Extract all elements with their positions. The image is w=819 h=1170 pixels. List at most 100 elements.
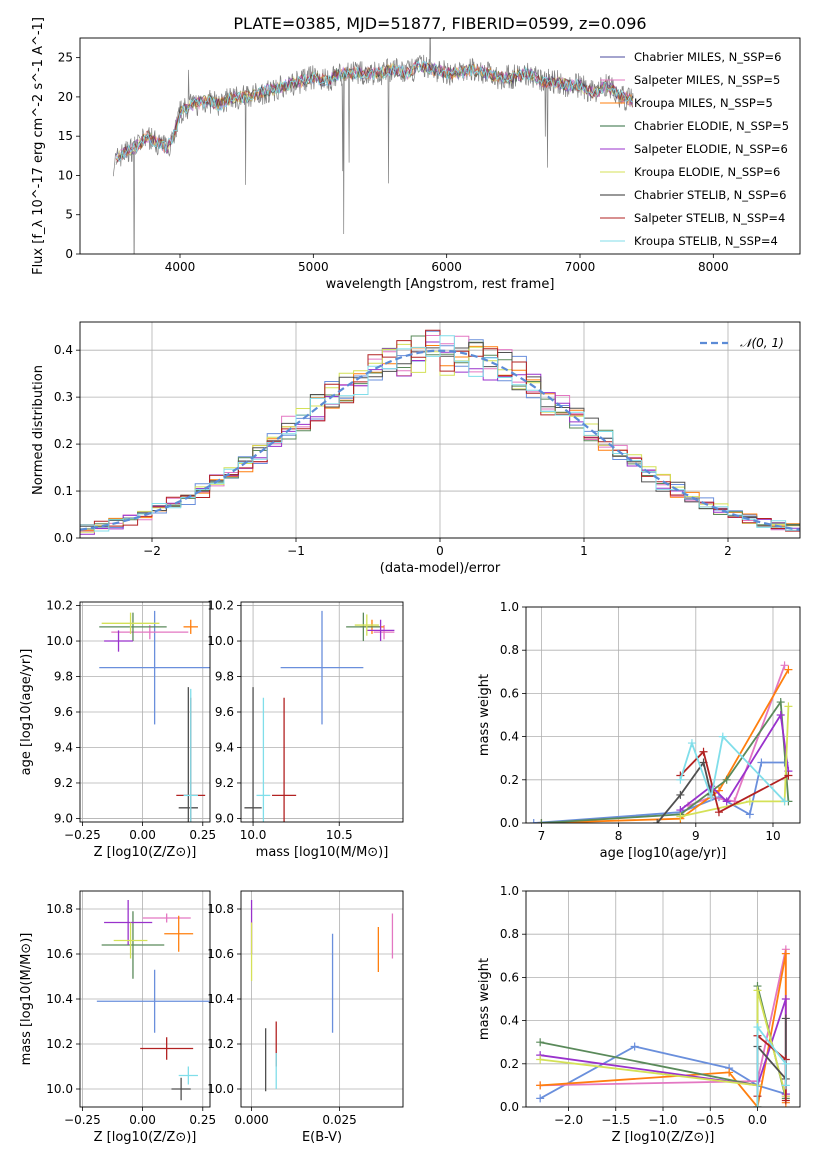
weight-marker (536, 1081, 545, 1090)
weight-marker (753, 986, 762, 995)
panel-residuals: −2 −1 0 1 2 0.0 0.1 0.2 0.3 0.4 (data-model)/error… (31, 321, 801, 576)
x-tick-label: −0.25 (64, 828, 101, 842)
y-axis-label: age [log10(age/yr)] (19, 649, 34, 776)
x-axis-label: (data-model)/error (380, 561, 501, 576)
y-tick-label: 10 (58, 168, 73, 182)
x-tick-label: 8 (615, 829, 623, 843)
x-tick-label: 7 (538, 829, 546, 843)
weight-marker (780, 661, 789, 670)
legend-label: Kroupa MILES, N_SSP=5 (634, 96, 773, 110)
weight-marker (745, 797, 754, 806)
legend-label: Chabrier MILES, N_SSP=6 (634, 50, 781, 64)
x-tick-label: −0.25 (64, 1113, 101, 1127)
y-axis-label: mass weight (477, 674, 492, 756)
axes-frame (79, 321, 801, 539)
weight-marker (781, 1081, 790, 1090)
panel-mass_vs_Z: −0.25 0.00 0.25 10.0 10.2 10.4 10.6 10.8 Z [log1… (19, 890, 216, 1145)
y-tick-label: 0.4 (500, 730, 519, 744)
weight-marker (781, 1059, 790, 1068)
axes-frame (79, 890, 211, 1108)
plot-area (96, 900, 210, 1101)
weight-marker (781, 1014, 790, 1023)
axes-frame (525, 606, 801, 824)
y-tick-label: 10.8 (46, 902, 73, 916)
x-tick-label: 5000 (298, 260, 329, 274)
y-tick-label: 5 (65, 208, 73, 222)
y-tick-label: 10.0 (207, 1082, 234, 1096)
weight-marker (722, 775, 731, 784)
y-tick-label: 0.6 (500, 686, 519, 700)
y-tick-label: 1.0 (500, 884, 519, 898)
plot-area (250, 900, 394, 1092)
y-tick-label: 9.0 (54, 811, 73, 825)
figure-title: PLATE=0385, MJD=51877, FIBERID=0599, z=0… (233, 14, 646, 33)
x-tick-label: 0.0 (748, 1113, 767, 1127)
y-tick-label: 0.8 (500, 643, 519, 657)
y-tick-label: 9.6 (54, 705, 73, 719)
y-tick-label: 10.4 (46, 992, 73, 1006)
weight-line (541, 669, 790, 823)
x-axis-label: Z [log10(Z/Z⊙)] (94, 1130, 197, 1145)
gaussian-curve (80, 349, 800, 531)
x-tick-label: 2 (724, 544, 732, 558)
weight-line (756, 1024, 787, 1107)
weight-marker (757, 758, 766, 767)
y-axis-label: mass [log10(M/M⊙)] (19, 933, 34, 1066)
y-tick-label: 0.8 (500, 927, 519, 941)
plot-layer: 4000 5000 6000 7000 80000510152025wavelength… (19, 17, 801, 1145)
weight-marker (781, 1096, 790, 1105)
panel-weight_vs_Z: −2.0 −1.5 −1.0 −0.5 0.0 0.0 0.2 0.4 0.6 0.8 1.0 Z [… (477, 884, 801, 1145)
y-tick-label: 0.2 (500, 773, 519, 787)
plot-area (244, 610, 395, 822)
x-tick-label: −1.0 (648, 1113, 677, 1127)
y-tick-label: 0 (65, 247, 73, 261)
weight-marker (781, 949, 790, 958)
panel-weight_vs_age: 7 8 9 10 0.0 0.2 0.4 0.6 0.8 1.0 age [log10(age/yr… (477, 600, 801, 861)
x-tick-label: −1 (287, 544, 305, 558)
weight-marker (676, 775, 685, 784)
y-axis-label: Flux [f_λ 10^-17 erg cm^-2 s^-1 A^-1] (31, 17, 46, 275)
x-axis-label: Z [log10(Z/Z⊙)] (94, 845, 197, 860)
weight-marker (776, 711, 785, 719)
weight-marker (784, 665, 793, 674)
weight-marker (718, 732, 727, 741)
y-tick-label: 0.4 (54, 343, 73, 357)
y-tick-label: 9.8 (215, 670, 234, 684)
x-axis-label: mass [log10(M/M⊙)] (256, 845, 389, 860)
axes-frame (240, 601, 404, 823)
x-tick-label: 0.000 (234, 1113, 268, 1127)
plot-area (99, 610, 210, 822)
y-tick-label: 1.0 (500, 600, 519, 614)
x-tick-label: 4000 (165, 260, 196, 274)
y-axis-label: Normed distribution (31, 365, 46, 495)
weight-marker (687, 739, 696, 748)
x-tick-label: 0.025 (322, 1113, 356, 1127)
weight-marker (776, 698, 785, 707)
x-axis-label: Z [log10(Z/Z⊙)] (612, 1130, 715, 1145)
weight-line (680, 706, 790, 818)
weight-line (656, 760, 713, 823)
panel-age_vs_Z: −0.25 0.00 0.25 9.0 9.2 9.4 9.6 9.8 10.0 10.2 Z [l… (19, 599, 216, 860)
y-tick-label: 0.0 (500, 1100, 519, 1114)
y-tick-label: 9.2 (215, 776, 234, 790)
y-tick-label: 0.3 (54, 390, 73, 404)
plot-area (536, 945, 790, 1107)
y-tick-label: 9.4 (215, 740, 234, 754)
y-tick-label: 10.4 (207, 992, 234, 1006)
x-tick-label: 8000 (698, 260, 729, 274)
y-tick-label: 9.2 (54, 776, 73, 790)
y-tick-label: 0.6 (500, 970, 519, 984)
weight-line (679, 749, 789, 814)
weight-marker (676, 790, 685, 799)
weight-marker (676, 812, 685, 821)
plot-area (529, 661, 793, 823)
legend-label: Salpeter ELODIE, N_SSP=6 (634, 142, 788, 156)
y-tick-label: 10.0 (46, 1082, 73, 1096)
y-tick-label: 0.4 (500, 1014, 519, 1028)
weight-marker (536, 1094, 545, 1103)
y-tick-label: 10.6 (207, 947, 234, 961)
weight-marker (722, 797, 731, 806)
y-tick-label: 20 (58, 90, 73, 104)
x-tick-label: −2.0 (554, 1113, 583, 1127)
